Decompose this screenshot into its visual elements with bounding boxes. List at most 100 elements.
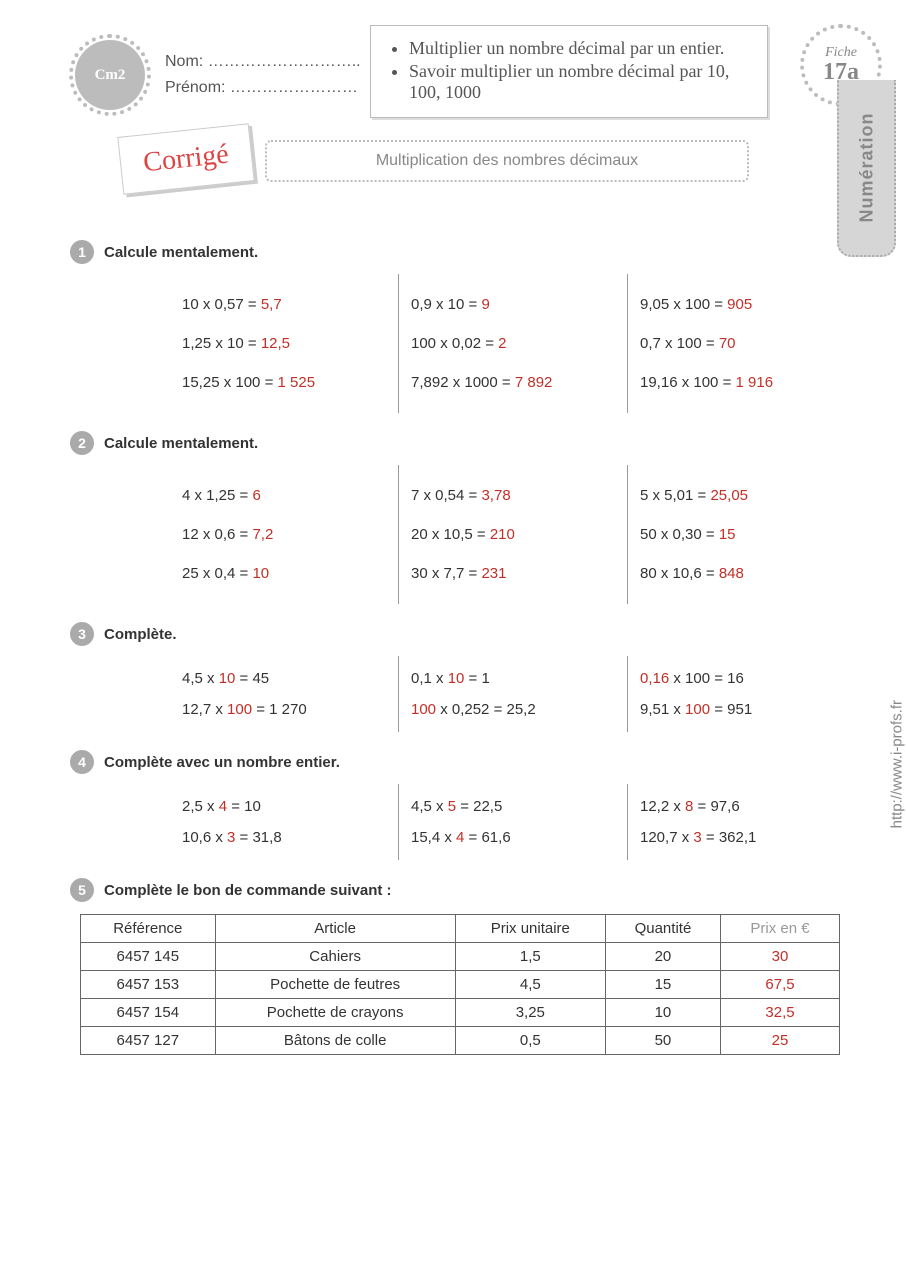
section-title: Complète avec un nombre entier. xyxy=(104,754,340,771)
column: 4 x 1,25 = 612 x 0,6 = 7,225 x 0,4 = 10 xyxy=(170,465,398,604)
answer: 210 xyxy=(490,526,515,543)
answer: 848 xyxy=(719,565,744,582)
table-header: Article xyxy=(215,915,455,943)
objective-2: Savoir multiplier un nombre décimal par … xyxy=(409,61,749,103)
table-header: Prix unitaire xyxy=(455,915,605,943)
price-cell: 32,5 xyxy=(720,999,839,1027)
unit-price-cell: 0,5 xyxy=(455,1027,605,1055)
column: 5 x 5,01 = 25,0550 x 0,30 = 1580 x 10,6 … xyxy=(627,465,856,604)
article-cell: Pochette de crayons xyxy=(215,999,455,1027)
columns: 10 x 0,57 = 5,71,25 x 10 = 12,515,25 x 1… xyxy=(70,274,856,413)
section-3: 3Complète.4,5 x 10 = 4512,7 x 100 = 1 27… xyxy=(70,622,856,732)
answer: 10 xyxy=(252,565,269,582)
title-bar: Multiplication des nombres décimaux xyxy=(265,140,749,182)
calc-row: 15,25 x 100 = 1 525 xyxy=(182,374,386,391)
column: 0,16 x 100 = 169,51 x 100 = 951 xyxy=(627,656,856,732)
answer: 6 xyxy=(252,487,260,504)
answer: 10 xyxy=(448,670,465,687)
answer: 3 xyxy=(227,829,235,846)
answer: 7,2 xyxy=(252,526,273,543)
level-text: Cm2 xyxy=(95,67,126,84)
unit-price-cell: 1,5 xyxy=(455,943,605,971)
ref-cell: 6457 154 xyxy=(81,999,216,1027)
calc-row: 5 x 5,01 = 25,05 xyxy=(640,487,844,504)
calc-row: 4 x 1,25 = 6 xyxy=(182,487,386,504)
table-row: 6457 153Pochette de feutres4,51567,5 xyxy=(81,971,840,999)
answer: 70 xyxy=(719,335,736,352)
column: 0,9 x 10 = 9100 x 0,02 = 27,892 x 1000 =… xyxy=(398,274,627,413)
table-header: Prix en € xyxy=(720,915,839,943)
ref-cell: 6457 145 xyxy=(81,943,216,971)
answer: 12,5 xyxy=(261,335,290,352)
level-badge: Cm2 xyxy=(75,40,145,110)
table-row: 6457 127Bâtons de colle0,55025 xyxy=(81,1027,840,1055)
calc-row: 50 x 0,30 = 15 xyxy=(640,526,844,543)
answer: 10 xyxy=(219,670,236,687)
calc-row: 19,16 x 100 = 1 916 xyxy=(640,374,844,391)
column: 10 x 0,57 = 5,71,25 x 10 = 12,515,25 x 1… xyxy=(170,274,398,413)
unit-price-cell: 4,5 xyxy=(455,971,605,999)
calc-row: 10 x 0,57 = 5,7 xyxy=(182,296,386,313)
ref-cell: 6457 127 xyxy=(81,1027,216,1055)
section-5: 5Complète le bon de commande suivant :Ré… xyxy=(70,878,856,1055)
qty-cell: 10 xyxy=(605,999,720,1027)
answer: 905 xyxy=(727,296,752,313)
answer: 100 xyxy=(411,701,436,718)
qty-cell: 50 xyxy=(605,1027,720,1055)
answer: 7 892 xyxy=(515,374,553,391)
category-text: Numération xyxy=(856,112,877,222)
table-header: Référence xyxy=(81,915,216,943)
answer: 2 xyxy=(498,335,506,352)
calc-row: 20 x 10,5 = 210 xyxy=(411,526,615,543)
answer: 5,7 xyxy=(261,296,282,313)
calc-row: 9,51 x 100 = 951 xyxy=(640,701,844,718)
title-text: Multiplication des nombres décimaux xyxy=(376,152,638,169)
section-1: 1Calcule mentalement.10 x 0,57 = 5,71,25… xyxy=(70,240,856,413)
answer: 1 525 xyxy=(278,374,316,391)
column: 12,2 x 8 = 97,6120,7 x 3 = 362,1 xyxy=(627,784,856,860)
calc-row: 100 x 0,252 = 25,2 xyxy=(411,701,615,718)
table-header: Quantité xyxy=(605,915,720,943)
table-row: 6457 154Pochette de crayons3,251032,5 xyxy=(81,999,840,1027)
column: 9,05 x 100 = 9050,7 x 100 = 7019,16 x 10… xyxy=(627,274,856,413)
column: 7 x 0,54 = 3,7820 x 10,5 = 21030 x 7,7 =… xyxy=(398,465,627,604)
category-tab: Numération xyxy=(837,80,896,257)
calc-row: 0,7 x 100 = 70 xyxy=(640,335,844,352)
section-number: 2 xyxy=(70,431,94,455)
calc-row: 0,9 x 10 = 9 xyxy=(411,296,615,313)
column: 0,1 x 10 = 1100 x 0,252 = 25,2 xyxy=(398,656,627,732)
column: 2,5 x 4 = 1010,6 x 3 = 31,8 xyxy=(170,784,398,860)
answer: 3,78 xyxy=(481,487,510,504)
columns: 2,5 x 4 = 1010,6 x 3 = 31,84,5 x 5 = 22,… xyxy=(70,784,856,860)
calc-row: 100 x 0,02 = 2 xyxy=(411,335,615,352)
article-cell: Pochette de feutres xyxy=(215,971,455,999)
answer: 1 916 xyxy=(736,374,774,391)
calc-row: 15,4 x 4 = 61,6 xyxy=(411,829,615,846)
calc-row: 12,2 x 8 = 97,6 xyxy=(640,798,844,815)
calc-row: 4,5 x 10 = 45 xyxy=(182,670,386,687)
section-head: 2 Calcule mentalement. xyxy=(70,431,856,455)
answer: 231 xyxy=(481,565,506,582)
answer: 8 xyxy=(685,798,693,815)
answer: 4 xyxy=(219,798,227,815)
objective-1: Multiplier un nombre décimal par un enti… xyxy=(409,38,749,59)
qty-cell: 20 xyxy=(605,943,720,971)
section-number: 1 xyxy=(70,240,94,264)
table-row: 6457 145Cahiers1,52030 xyxy=(81,943,840,971)
section-title: Calcule mentalement. xyxy=(104,435,258,452)
answer: 100 xyxy=(227,701,252,718)
answer: 15 xyxy=(719,526,736,543)
columns: 4 x 1,25 = 612 x 0,6 = 7,225 x 0,4 = 107… xyxy=(70,465,856,604)
answer: 0,16 xyxy=(640,670,669,687)
objectives-box: Multiplier un nombre décimal par un enti… xyxy=(370,25,768,118)
source-url: http://www.i-profs.fr xyxy=(888,700,905,828)
calc-row: 2,5 x 4 = 10 xyxy=(182,798,386,815)
section-2: 2 Calcule mentalement. 4 x 1,25 = 612 x 0,… xyxy=(70,431,856,604)
corrige-text: Corrigé xyxy=(142,139,230,180)
section-number: 4 xyxy=(70,750,94,774)
column: 4,5 x 5 = 22,5 15,4 x 4 = 61,6 xyxy=(398,784,627,860)
calc-row: 4,5 x 5 = 22,5 xyxy=(411,798,615,815)
firstname-label: Prénom: xyxy=(165,79,225,96)
answer: 3 xyxy=(693,829,701,846)
columns: 4,5 x 10 = 4512,7 x 100 = 1 2700,1 x 10 … xyxy=(70,656,856,732)
